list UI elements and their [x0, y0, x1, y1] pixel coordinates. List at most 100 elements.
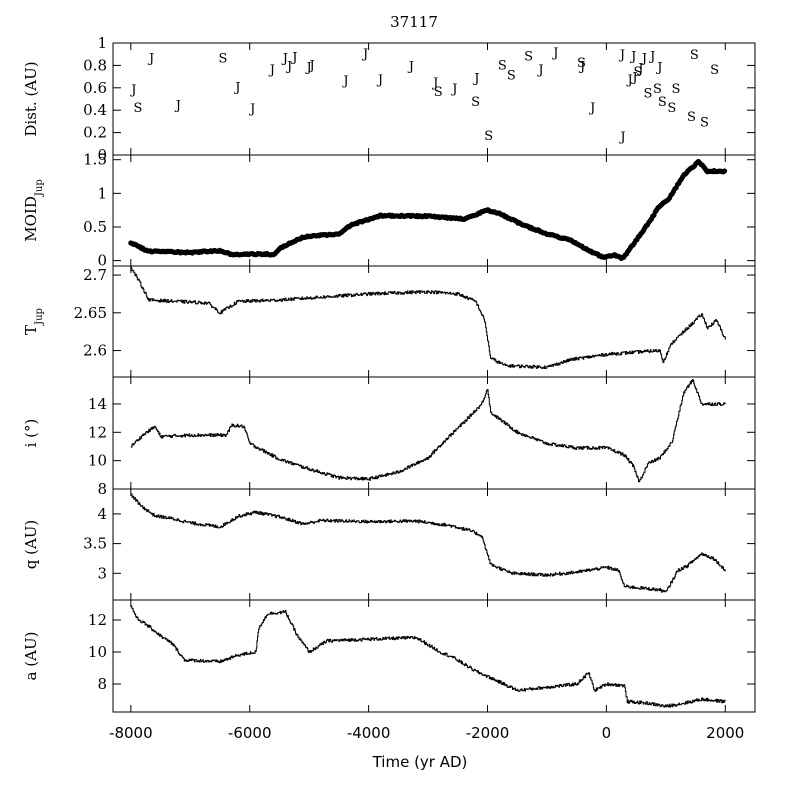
- plot-area-incl: [130, 379, 726, 483]
- encounter-point: J: [308, 58, 315, 73]
- encounter-point: J: [361, 47, 368, 62]
- encounter-point: J: [578, 59, 585, 74]
- panel-frame-a: [112, 599, 756, 713]
- panel-frame-tjup: [112, 265, 756, 378]
- encounter-point: S: [507, 68, 516, 83]
- y-axis-label-moid: MOIDJup: [22, 179, 45, 241]
- y-tick-label-dist: 0.4: [83, 101, 107, 119]
- y-tick-label-moid: 1.5: [83, 151, 107, 169]
- series-line-q: [130, 493, 726, 593]
- series-line-a: [130, 605, 726, 708]
- encounter-point: S: [219, 52, 228, 67]
- y-axis-label-dist: Dist. (AU): [22, 61, 40, 136]
- x-axis-label: Time (yr AD): [372, 753, 468, 771]
- encounter-point: J: [618, 48, 625, 63]
- panel-a: 8 10 12 a (AU): [22, 599, 756, 713]
- x-axis: -8000 -6000 -4000 -2000 0 2000: [109, 724, 744, 742]
- encounter-point: J: [648, 49, 655, 64]
- encounter-point: J: [174, 99, 181, 114]
- y-tick-label-tjup: 2.65: [74, 304, 107, 322]
- encounter-point: S: [484, 129, 493, 144]
- encounter-point: J: [431, 76, 438, 91]
- chart-title: 37117: [390, 13, 438, 31]
- plot-area-tjup: [130, 266, 726, 369]
- x-tick-label: -4000: [347, 724, 391, 742]
- encounter-point: S: [577, 56, 586, 71]
- panel-moid: 0 0.5 1 1.5 MOIDJup: [22, 151, 756, 270]
- encounter-point: J: [233, 81, 240, 96]
- encounter-point: J: [407, 59, 414, 74]
- encounter-point: J: [248, 102, 255, 117]
- y-tick-label-q: 4: [97, 505, 107, 523]
- y-tick-label-a: 8: [97, 675, 107, 693]
- encounter-point: J: [147, 52, 154, 67]
- panel-frame-q: [112, 488, 756, 601]
- y-tick-label-tjup: 2.6: [83, 342, 107, 360]
- encounter-point: S: [690, 48, 699, 63]
- encounter-point: S: [671, 82, 680, 97]
- y-axis-label-tjup: TJup: [22, 308, 45, 335]
- encounter-point: S: [653, 82, 662, 97]
- encounter-point: J: [472, 72, 479, 87]
- y-tick-label-moid: 1: [97, 184, 107, 202]
- encounter-point: J: [630, 71, 637, 86]
- encounter-point: S: [134, 101, 143, 116]
- y-tick-label-incl: 10: [88, 452, 107, 470]
- encounter-point: S: [687, 110, 696, 125]
- encounter-point: S: [633, 65, 642, 80]
- x-tick-label: 0: [602, 724, 612, 742]
- y-tick-label-incl: 8: [97, 480, 107, 498]
- y-tick-label-a: 12: [88, 611, 107, 629]
- x-tick-label: 2000: [706, 724, 744, 742]
- y-tick-label-moid: 0.5: [83, 218, 107, 236]
- encounter-point: S: [710, 63, 719, 78]
- encounter-point: J: [640, 52, 647, 67]
- encounter-point: J: [551, 46, 558, 61]
- y-axis-label-a: a (AU): [22, 632, 40, 681]
- encounter-point: S: [667, 101, 676, 116]
- encounter-point: J: [129, 83, 136, 98]
- moid-point: [721, 168, 728, 174]
- series-line-tjup: [130, 266, 726, 369]
- plot-area-q: [130, 493, 726, 593]
- plot-area-a: [130, 605, 726, 708]
- y-axis-label-sub-moid: Jup: [34, 179, 45, 197]
- encounter-point: J: [536, 63, 543, 78]
- encounter-point: J: [305, 61, 312, 76]
- x-tick-label: -2000: [466, 724, 510, 742]
- y-axis-label-q: q (AU): [22, 520, 40, 570]
- encounter-point: J: [588, 101, 595, 116]
- encounter-point: J: [268, 63, 275, 78]
- y-tick-label-incl: 14: [88, 395, 107, 413]
- y-tick-label-a: 10: [88, 643, 107, 661]
- y-tick-label-dist: 0.2: [83, 124, 107, 142]
- y-tick-label-q: 3: [97, 564, 107, 582]
- encounter-point: J: [341, 74, 348, 89]
- panel-tjup: 2.6 2.65 2.7 TJup: [22, 265, 756, 378]
- encounter-point: J: [618, 130, 625, 145]
- encounter-point: J: [655, 61, 662, 76]
- encounter-point: S: [700, 115, 709, 130]
- panel-frame-incl: [112, 376, 756, 490]
- encounter-point: J: [636, 62, 643, 77]
- y-axis-label-incl: i (°): [22, 419, 40, 448]
- encounter-point: S: [644, 86, 653, 101]
- encounter-point: J: [376, 73, 383, 88]
- panel-q: 3 3.5 4 q (AU): [22, 488, 756, 601]
- y-tick-label-incl: 12: [88, 423, 107, 441]
- encounter-point: S: [524, 49, 533, 64]
- encounter-point: J: [285, 59, 292, 74]
- encounter-point: S: [658, 95, 667, 110]
- panel-incl: 8 10 12 14 i (°): [22, 376, 756, 498]
- y-tick-label-dist: 0.8: [83, 56, 107, 74]
- encounter-point: J: [290, 50, 297, 65]
- encounter-point: J: [450, 82, 457, 97]
- x-tick-label: -6000: [228, 724, 272, 742]
- y-tick-label-tjup: 2.7: [83, 266, 107, 284]
- y-tick-label-dist: 0.6: [83, 79, 107, 97]
- encounter-point: J: [629, 49, 636, 64]
- y-tick-label-moid: 0: [97, 252, 107, 270]
